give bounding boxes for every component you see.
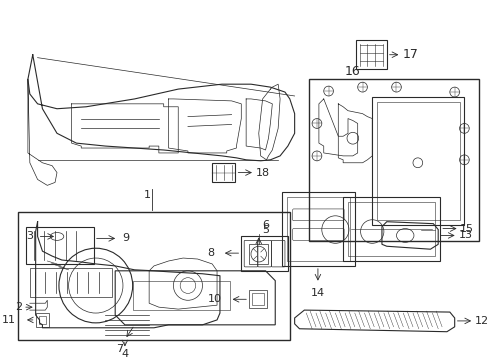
Text: 16: 16 xyxy=(345,65,361,78)
Text: 15: 15 xyxy=(460,224,474,234)
Text: 4: 4 xyxy=(122,349,128,359)
Bar xyxy=(18,212,290,339)
Text: 2: 2 xyxy=(15,302,22,312)
Text: 9: 9 xyxy=(122,233,129,243)
Text: 5: 5 xyxy=(262,225,269,235)
Text: 3: 3 xyxy=(26,231,33,242)
Text: 6: 6 xyxy=(262,220,269,230)
Text: 12: 12 xyxy=(475,316,489,326)
Text: 1: 1 xyxy=(144,190,151,200)
Text: 18: 18 xyxy=(256,168,270,177)
Bar xyxy=(309,79,479,241)
Text: 8: 8 xyxy=(207,248,214,258)
Text: 7: 7 xyxy=(117,345,123,354)
Text: 13: 13 xyxy=(458,230,472,240)
Text: 11: 11 xyxy=(2,315,16,325)
Text: 10: 10 xyxy=(208,294,222,304)
Text: 14: 14 xyxy=(311,288,325,298)
Text: 17: 17 xyxy=(403,48,419,61)
